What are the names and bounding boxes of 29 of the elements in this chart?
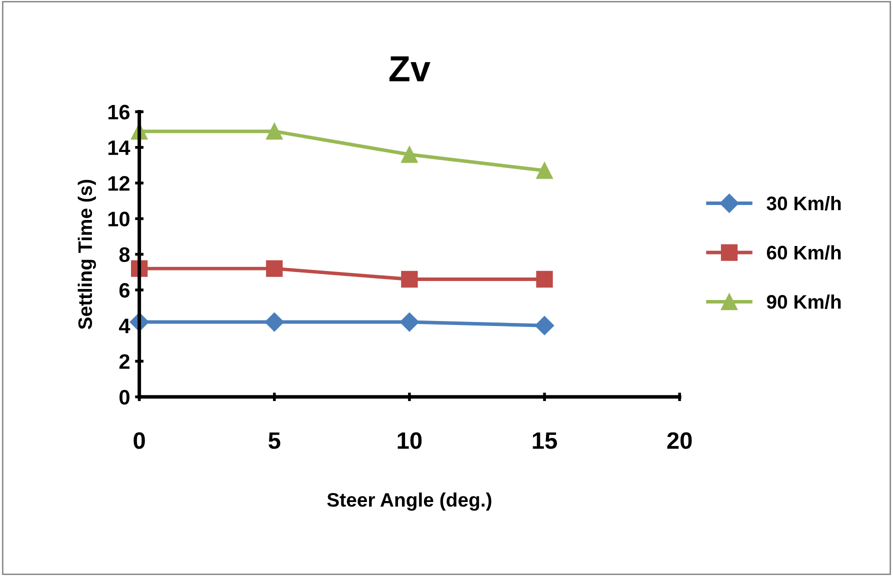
y-tick-label: 8	[119, 247, 130, 262]
point	[266, 123, 283, 140]
point	[536, 270, 553, 288]
y-tick-label: 12	[108, 176, 130, 191]
x-tick-label: 15	[532, 432, 557, 449]
point	[401, 146, 418, 163]
legend-label: 30 Km/h	[766, 196, 841, 210]
point	[401, 270, 418, 288]
x-tick-label: 0	[134, 432, 145, 449]
point	[266, 260, 283, 277]
x-tick-label: 5	[268, 432, 280, 449]
legend-label: 60 Km/h	[766, 245, 841, 260]
legend-label: 90 Km/h	[766, 294, 841, 309]
point	[264, 312, 284, 332]
point	[534, 316, 554, 336]
y-tick-label: 14	[108, 140, 130, 155]
y-tick-label: 2	[119, 354, 130, 369]
y-axis-title: Settling Time (s)	[78, 180, 96, 330]
y-tick-label: 16	[108, 104, 130, 120]
point	[536, 162, 553, 179]
point	[400, 312, 419, 332]
x-axis-title: Steer Angle (deg.)	[327, 492, 492, 511]
y-tick-label: 0	[120, 390, 130, 405]
y-tick-label: 10	[108, 212, 130, 226]
x-tick-label: 20	[667, 432, 692, 449]
y-tick-label: 4	[119, 318, 130, 334]
x-tick-label: 10	[398, 432, 422, 449]
y-tick-label: 6	[119, 282, 130, 298]
chart-title: Zv	[389, 56, 430, 82]
